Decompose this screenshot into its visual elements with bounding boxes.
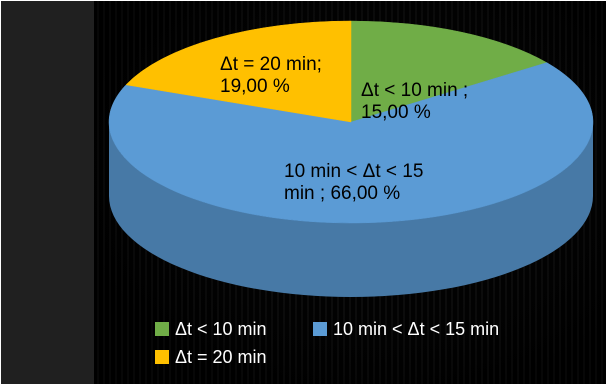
pie-slice-mid bbox=[108, 62, 594, 224]
legend: Δt < 10 min 10 min < Δt < 15 min Δt = 20 m… bbox=[155, 319, 499, 367]
legend-swatch-mid bbox=[313, 322, 327, 336]
pie-slices bbox=[108, 20, 594, 297]
data-label-lt10: Δt < 10 min ; 15,00 % bbox=[361, 80, 468, 123]
data-label-line: Δt = 20 min; bbox=[220, 54, 322, 75]
data-label-line: 15,00 % bbox=[361, 102, 431, 123]
legend-swatch-lt10 bbox=[155, 322, 169, 336]
legend-label-mid: 10 min < Δt < 15 min bbox=[333, 319, 499, 339]
pie-slice-lt10 bbox=[350, 20, 548, 123]
data-labels: Δt < 10 min ; 15,00 % 10 min < Δt < 15 min … bbox=[220, 54, 468, 204]
data-label-line: min ; 66,00 % bbox=[284, 183, 400, 204]
pie-side-mid bbox=[109, 122, 593, 297]
data-label-line: 19,00 % bbox=[220, 76, 290, 97]
pie-slice-eq20 bbox=[125, 20, 352, 123]
data-label-mid: 10 min < Δt < 15 min ; 66,00 % bbox=[284, 161, 423, 204]
legend-swatch-eq20 bbox=[155, 350, 169, 364]
data-label-line: 10 min < Δt < 15 bbox=[284, 161, 423, 182]
legend-label-eq20: Δt = 20 min bbox=[175, 347, 267, 367]
data-label-eq20: Δt = 20 min; 19,00 % bbox=[220, 54, 322, 97]
data-label-line: Δt < 10 min ; bbox=[361, 80, 468, 101]
legend-label-lt10: Δt < 10 min bbox=[175, 319, 267, 339]
